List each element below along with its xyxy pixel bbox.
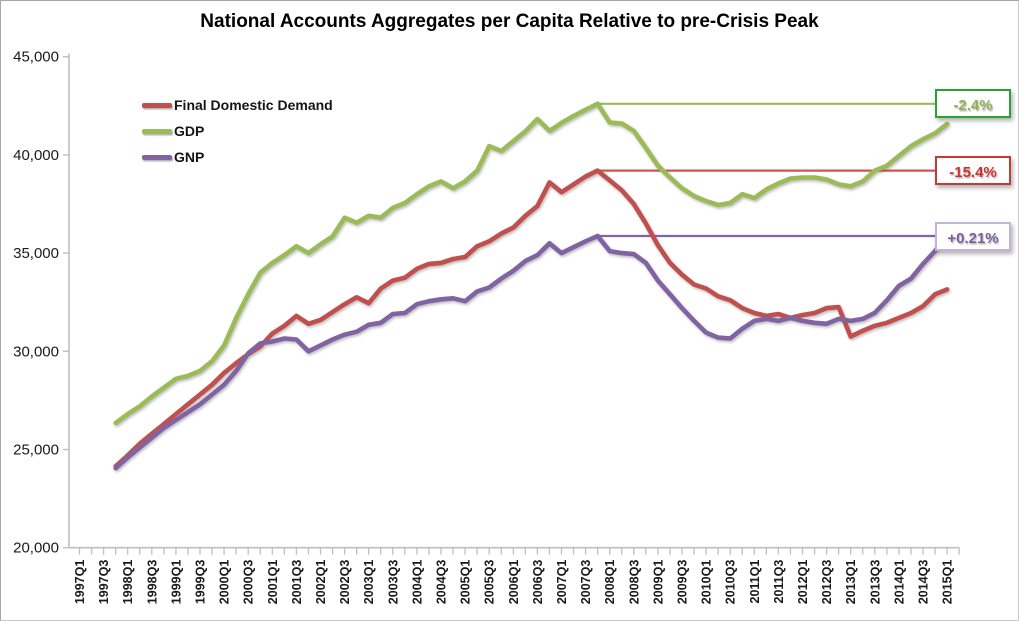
series-line-final-domestic-demand — [113, 168, 950, 469]
x-tick-label: 2014Q3 — [917, 560, 931, 605]
x-tick-label: 2007Q3 — [579, 560, 593, 605]
series-lines — [113, 101, 950, 471]
y-tick-label: 40,000 — [13, 147, 59, 164]
x-tick-label: 2005Q3 — [483, 560, 497, 605]
x-tick-label: 2000Q1 — [218, 560, 232, 605]
x-tick-label: 2014Q1 — [892, 560, 906, 605]
x-tick-label: 2009Q3 — [676, 560, 690, 605]
x-tick-label: 2008Q3 — [627, 560, 641, 605]
x-tick-label: 2013Q3 — [868, 560, 882, 605]
x-tick-label: 2011Q3 — [772, 560, 786, 604]
peak-reference-lines — [597, 102, 959, 238]
x-tick-label: 2013Q1 — [844, 560, 858, 605]
x-tick-label: 2004Q1 — [410, 560, 424, 605]
x-tick-label: 2007Q1 — [555, 560, 569, 605]
y-tick-label: 30,000 — [13, 343, 59, 360]
x-tick-label: 1999Q1 — [169, 560, 183, 605]
x-tick-label: 1998Q1 — [121, 560, 135, 605]
x-tick-label: 2008Q1 — [603, 560, 617, 605]
y-tick-label: 20,000 — [13, 540, 59, 557]
x-tick-label: 1997Q3 — [97, 560, 111, 605]
x-tick-label: 2012Q3 — [820, 560, 834, 605]
x-tick-label: 2006Q1 — [507, 560, 521, 605]
x-tick-label: 2015Q1 — [941, 560, 955, 605]
x-tick-label: 2012Q1 — [796, 560, 810, 605]
x-tick-label: 2005Q1 — [459, 560, 473, 605]
y-axis: 20,000 25,000 30,000 35,000 40,000 45,000 — [13, 49, 960, 557]
x-tick-label: 2004Q3 — [435, 560, 449, 605]
x-tick-label: 2001Q3 — [290, 560, 304, 605]
x-tick-label: 2003Q1 — [362, 560, 376, 605]
y-tick-label: 25,000 — [13, 442, 59, 459]
x-tick-label: 2002Q1 — [314, 560, 328, 605]
x-tick-label: 2003Q3 — [386, 560, 400, 605]
y-tick-label: 45,000 — [13, 49, 59, 66]
x-axis: 1997Q1 1997Q3 1998Q1 1998Q3 1999Q1 1999Q3 2000… — [73, 547, 960, 605]
x-tick-label: 2010Q3 — [724, 560, 738, 605]
y-tick-label: 35,000 — [13, 245, 59, 262]
x-tick-label: 2000Q3 — [242, 560, 256, 605]
chart-title: National Accounts Aggregates per Capita … — [200, 11, 819, 32]
x-tick-label: 2010Q1 — [700, 560, 714, 605]
x-tick-label: 2009Q1 — [651, 560, 665, 605]
series-line-gdp — [113, 101, 950, 426]
x-tick-label: 2011Q1 — [748, 560, 762, 604]
x-tick-label: 1999Q3 — [194, 560, 208, 605]
x-tick-label: 1998Q3 — [145, 560, 159, 605]
series-line-gnp — [113, 232, 950, 471]
x-tick-label: 1997Q1 — [73, 560, 87, 605]
x-tick-label: 2002Q3 — [338, 560, 352, 605]
x-tick-label: 2006Q3 — [531, 560, 545, 605]
x-tick-label: 2001Q1 — [266, 560, 280, 605]
